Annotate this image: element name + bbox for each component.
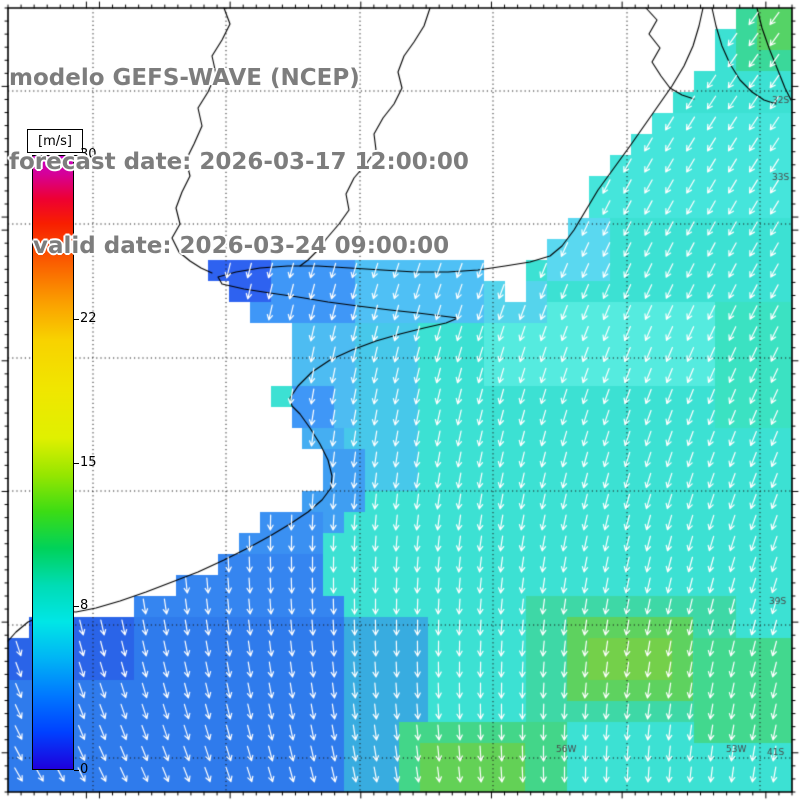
colorbar-tick-mark <box>74 770 79 771</box>
model-title: modelo GEFS-WAVE (NCEP) <box>9 65 360 91</box>
colorbar-tick-mark <box>74 606 79 607</box>
colorbar-tick-label: 30 <box>80 147 97 162</box>
colorbar-tick-label: 22 <box>80 311 97 326</box>
colorbar-tick-mark <box>74 462 79 464</box>
colorbar-tick-label: 15 <box>80 454 97 470</box>
forecast-date: forecast date: 2026-03-17 12:00:00 <box>9 149 469 175</box>
colorbar-tick-mark <box>74 319 79 320</box>
colorbar-unit-label: [m/s] <box>27 129 83 153</box>
colorbar-tick-label: 8 <box>80 598 89 613</box>
valid-date: valid date: 2026-03-24 09:00:00 <box>9 233 450 259</box>
colorbar-tick-label: 0 <box>80 762 89 777</box>
colorbar-gradient <box>32 155 74 770</box>
colorbar-tick-mark <box>74 155 79 156</box>
map-title-block: modelo GEFS-WAVE (NCEP) forecast date: 2… <box>9 8 469 316</box>
